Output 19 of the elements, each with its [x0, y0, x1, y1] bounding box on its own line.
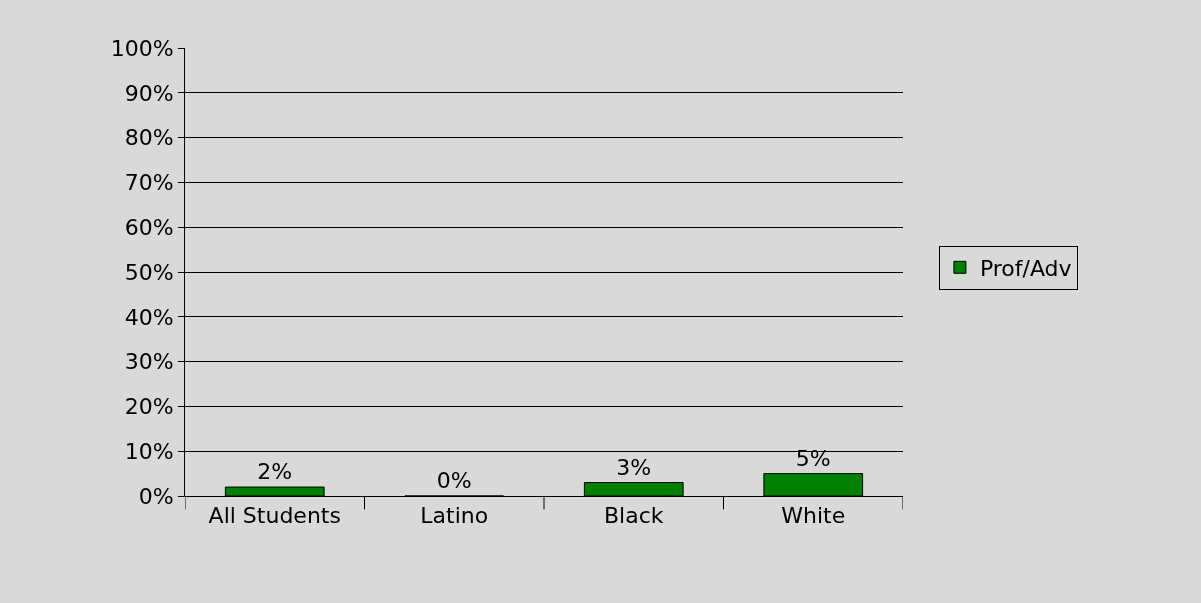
- y-tick-label: 0%: [138, 483, 174, 509]
- y-tick-label: 80%: [124, 125, 174, 151]
- y-tick-label: 30%: [124, 349, 174, 375]
- y-tick-label: 20%: [124, 394, 174, 420]
- x-tick-label: All Students: [208, 503, 341, 529]
- y-tick-label: 10%: [124, 438, 174, 464]
- legend-label: Prof/Adv: [979, 255, 1072, 281]
- y-tick-label: 40%: [124, 304, 174, 330]
- y-tick-label: 90%: [124, 80, 174, 106]
- y-tick-label: 70%: [124, 170, 174, 196]
- x-tick-label: Latino: [420, 503, 489, 529]
- x-tick-label: Black: [603, 503, 664, 529]
- y-tick-label: 100%: [110, 35, 174, 61]
- y-tick-label: 60%: [124, 214, 174, 240]
- data-label: 3%: [616, 454, 652, 480]
- data-label: 2%: [257, 459, 293, 485]
- data-label: 0%: [436, 468, 472, 493]
- y-tick-label: 50%: [124, 259, 174, 285]
- x-tick-label: White: [781, 503, 846, 529]
